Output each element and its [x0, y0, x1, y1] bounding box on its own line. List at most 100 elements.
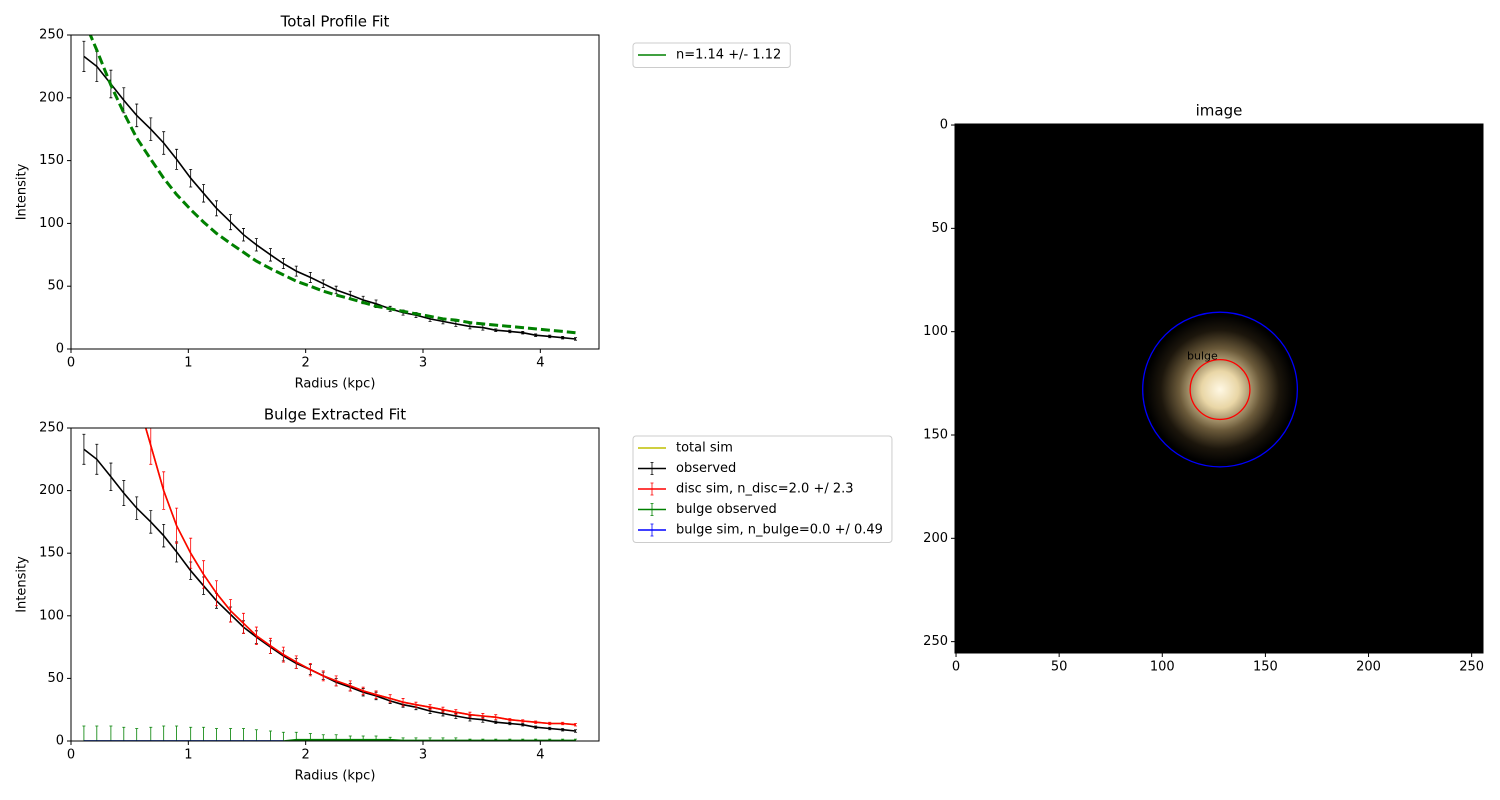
- error-bar: [135, 496, 139, 520]
- error-bar: [574, 738, 578, 741]
- error-bar: [334, 734, 338, 741]
- error-bar: [162, 725, 166, 741]
- aperture-circle: [1189, 358, 1251, 421]
- error-bar: [521, 738, 525, 741]
- error-bar: [561, 728, 565, 732]
- error-bar: [214, 728, 218, 741]
- error-bar: [95, 725, 99, 741]
- annotation: bulge: [1187, 349, 1218, 362]
- error-bar: [561, 336, 565, 340]
- error-bar: [548, 334, 552, 339]
- error-bar: [95, 138, 98, 218]
- error-bar: [348, 680, 352, 692]
- x-tick-label: 2: [302, 748, 310, 763]
- error-bar: [254, 626, 258, 645]
- error-bar: [494, 328, 498, 332]
- error-bar: [574, 729, 578, 733]
- error-bar: [481, 713, 485, 719]
- error-bar: [508, 329, 512, 334]
- plot-area: disc bulge: [955, 124, 1483, 653]
- error-bar: [321, 670, 325, 682]
- legend-errorbar: [650, 523, 654, 537]
- axes: image disc bulge 0 50 100 150 200 250 0 50 100 150 20…: [923, 102, 1484, 675]
- y-tick-label: 50: [47, 671, 64, 686]
- axes-title: image: [1196, 102, 1243, 120]
- error-bar: [294, 731, 298, 741]
- error-bar: [122, 480, 126, 507]
- x-tick-label: 4: [536, 748, 544, 763]
- error-bar: [95, 443, 99, 475]
- error-bar: [82, 725, 86, 741]
- error-bar: [268, 730, 272, 741]
- error-bar: [548, 738, 552, 741]
- error-bar: [548, 726, 552, 731]
- y-tick-label: 150: [923, 427, 948, 442]
- error-bar: [468, 738, 472, 741]
- error-bar: [494, 714, 498, 721]
- error-bar: [281, 258, 285, 270]
- error-bar: [162, 131, 166, 155]
- y-tick-label: 150: [39, 546, 64, 561]
- axes-frame: [70, 34, 600, 350]
- x-tick-label: 1: [184, 748, 192, 763]
- legend-label: bulge observed: [676, 502, 777, 517]
- series-line: [83, 448, 576, 732]
- error-bar: [561, 721, 565, 726]
- x-tick-label: 1: [184, 356, 192, 371]
- error-bar: [454, 737, 458, 741]
- error-bar: [414, 737, 418, 741]
- axes-title: Bulge Extracted Fit: [264, 406, 406, 424]
- error-bar: [241, 612, 245, 634]
- legend: total sim observed disc sim, n_disc=2.0 +/…: [632, 435, 893, 543]
- legend: n=1.14 +/- 1.12: [632, 42, 791, 68]
- error-bar: [468, 711, 472, 718]
- error-bar: [175, 148, 179, 170]
- annotation: disc: [1144, 300, 1166, 313]
- error-bar: [135, 103, 139, 128]
- series-line: [144, 428, 576, 726]
- error-bar: [82, 40, 86, 72]
- error-bar: [548, 721, 552, 726]
- x-tick-label: 0: [67, 748, 75, 763]
- error-bar: [401, 737, 405, 741]
- error-bar: [294, 265, 298, 277]
- error-bar: [229, 728, 233, 741]
- error-bar: [109, 462, 113, 491]
- error-bar: [334, 675, 338, 687]
- y-axis-label: Intensity: [15, 556, 30, 613]
- error-bar: [574, 723, 578, 727]
- y-tick-label: 100: [39, 216, 64, 231]
- x-tick-label: 200: [1356, 660, 1381, 675]
- x-tick-label: 100: [1150, 660, 1175, 675]
- error-bar: [308, 271, 312, 283]
- error-bar: [574, 337, 578, 341]
- x-tick-label: 250: [1459, 660, 1484, 675]
- error-bar: [281, 731, 285, 741]
- error-bar: [241, 728, 245, 741]
- galaxy-glow: [1145, 315, 1295, 464]
- error-bar: [189, 726, 193, 741]
- y-tick-label: 200: [39, 483, 64, 498]
- y-tick-label: 200: [39, 90, 64, 105]
- error-bar: [162, 524, 166, 548]
- y-tick-label: 100: [923, 324, 948, 339]
- x-tick-label: 4: [536, 356, 544, 371]
- x-tick-label: 50: [1051, 660, 1068, 675]
- y-tick-label: 50: [47, 279, 64, 294]
- y-tick-label: 150: [39, 153, 64, 168]
- error-bar: [388, 694, 392, 703]
- error-bar: [281, 646, 285, 663]
- error-bar: [109, 725, 113, 741]
- axes-title: Total Profile Fit: [280, 13, 390, 31]
- error-bar: [254, 238, 258, 252]
- legend-errorbar: [650, 503, 654, 516]
- error-bar: [308, 733, 312, 741]
- x-tick-label: 3: [419, 356, 427, 371]
- plot-area: [82, 138, 578, 741]
- error-bar: [175, 725, 179, 741]
- error-bar: [268, 637, 272, 654]
- series-line: [83, 55, 576, 340]
- legend-errorbar: [650, 462, 654, 475]
- legend-frame: [632, 435, 893, 543]
- error-bar: [441, 706, 445, 713]
